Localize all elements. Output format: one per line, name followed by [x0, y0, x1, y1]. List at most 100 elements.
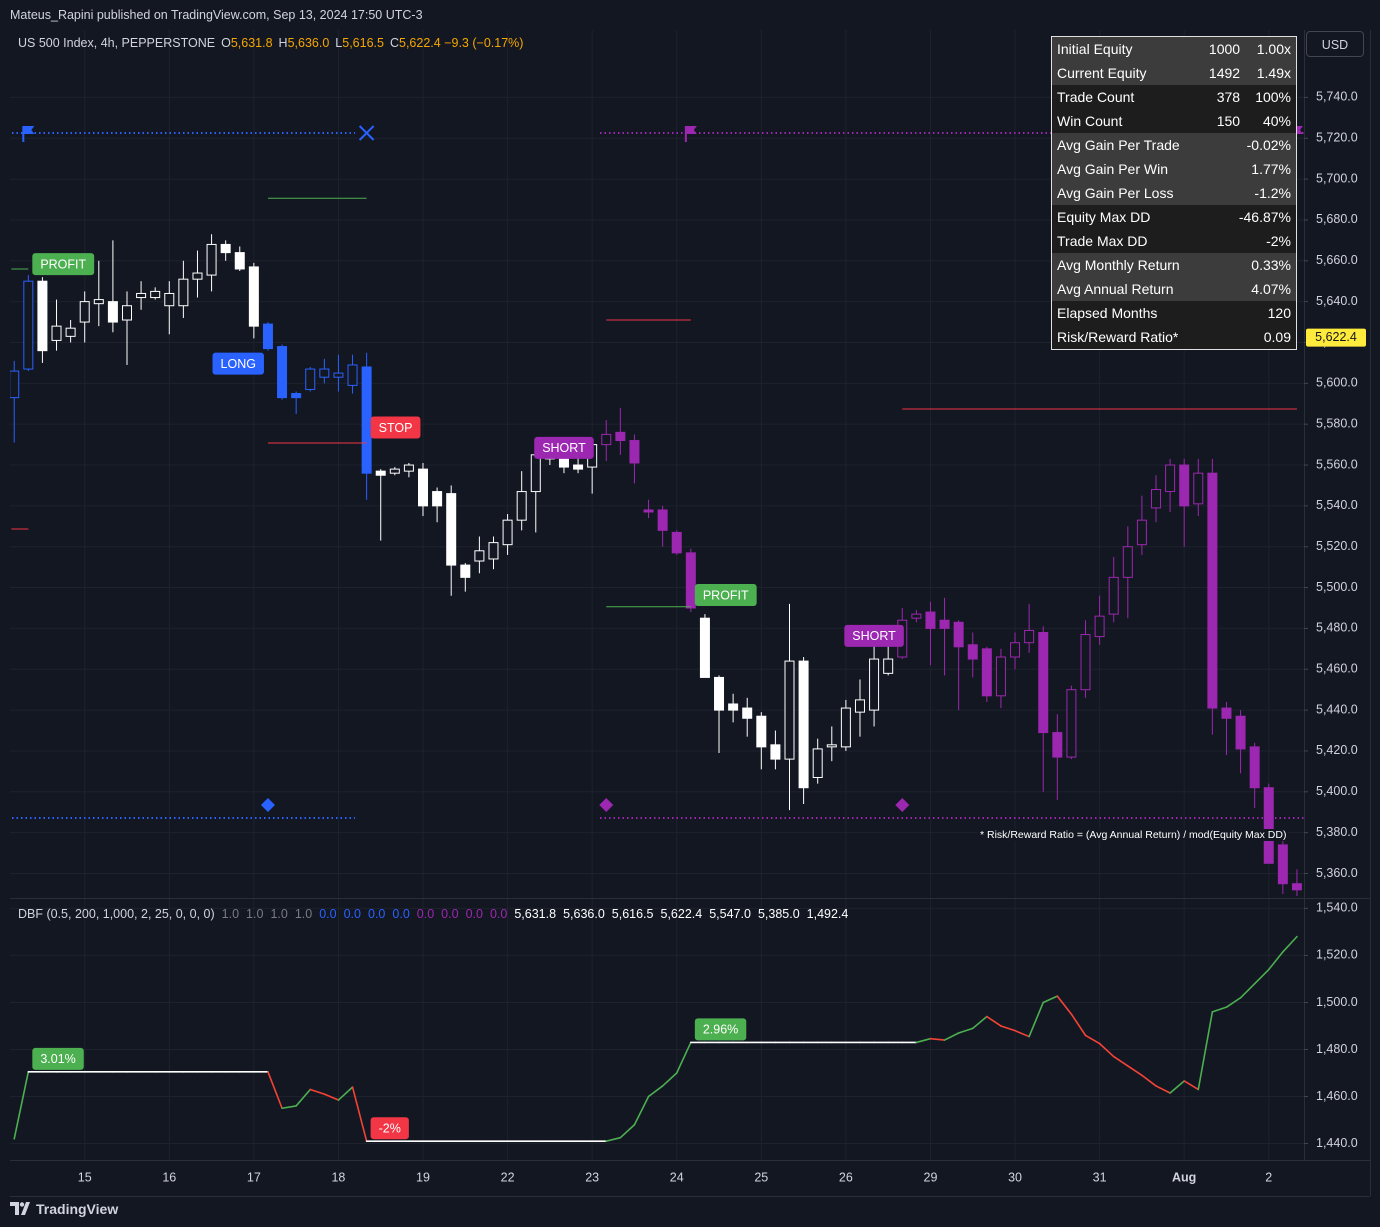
x-tick-label: 23	[585, 1170, 599, 1184]
candle-body	[1165, 464, 1176, 493]
candle-body	[1024, 629, 1035, 644]
equity-segment	[647, 1085, 664, 1098]
candle-body	[220, 243, 231, 254]
equity-segment	[267, 1071, 283, 1110]
trade-result-label-group: 3.01%	[32, 1047, 84, 1070]
ohlc-key: C	[389, 36, 399, 50]
equity-segment	[1183, 1080, 1200, 1091]
table-cell: 1.49x	[1245, 61, 1297, 85]
table-cell: 1000	[1199, 36, 1246, 61]
marker-diamond	[260, 798, 275, 812]
candle-body	[1249, 746, 1260, 789]
candle-body	[93, 299, 104, 305]
equity-segment	[957, 1027, 974, 1034]
x-tick-label: 17	[247, 1170, 261, 1184]
candle-body	[714, 676, 725, 711]
candle-body	[784, 660, 795, 760]
candle-body	[1193, 472, 1204, 505]
y-tick-label: 5,720.0	[1316, 131, 1358, 145]
candle-body	[361, 366, 372, 474]
candle-body	[1277, 844, 1288, 885]
y-tick-label: 5,500.0	[1316, 580, 1358, 594]
trade-result-label: 2.96%	[703, 1023, 738, 1037]
equity-pane: 3.01% -2% 2.96%	[13, 935, 1298, 1142]
candle-body	[939, 619, 950, 629]
candle-body	[671, 531, 682, 554]
indicator-value: 0.0	[465, 907, 483, 921]
currency-button[interactable]: USD	[1306, 31, 1364, 57]
candle-body	[770, 744, 781, 760]
trade-label-bg	[694, 583, 757, 606]
table-row: Avg Gain Per Win 1.77%	[1051, 157, 1297, 181]
candle-body	[1052, 732, 1063, 758]
equity-segment	[1253, 968, 1270, 985]
table-row: Avg Monthly Return 0.33%	[1051, 253, 1297, 277]
candle-body	[291, 393, 302, 399]
indicator-name: DBF (0.5, 200, 1,000, 2, 25, 0, 0, 0)	[18, 907, 215, 921]
candle-body	[869, 658, 880, 711]
candle-body	[403, 464, 414, 472]
table-cell: Avg Gain Per Loss	[1051, 181, 1200, 205]
equity-segment	[1155, 1085, 1171, 1094]
trade-label: PROFIT	[703, 588, 749, 602]
ohlc-value: 5,616.5	[342, 36, 384, 50]
x-tick-label: 2	[1265, 1170, 1272, 1184]
table-cell: Avg Gain Per Trade	[1051, 133, 1200, 157]
equity-segment	[619, 1123, 636, 1139]
change: −9.3 (−0.17%)	[444, 36, 524, 50]
equity-segment	[281, 1105, 297, 1110]
candle-body	[1108, 576, 1119, 615]
candle-body	[206, 243, 217, 276]
ohlc-key: O	[221, 36, 231, 50]
x-tick-label: 24	[670, 1170, 684, 1184]
trade-result-label: -2%	[379, 1121, 401, 1135]
equity-segment	[1028, 1001, 1045, 1038]
candle-body	[1038, 631, 1049, 734]
candle-body	[742, 707, 753, 719]
x-tick-label: 16	[162, 1170, 176, 1184]
trade-result-label-group: -2%	[370, 1117, 409, 1140]
trade-label-group: PROFIT	[694, 583, 757, 606]
y-tick-label: 1,500.0	[1316, 995, 1358, 1009]
candle-body	[601, 433, 612, 446]
ohlc: O5,631.8 H5,636.0 L5,616.5 C5,622.4	[215, 36, 441, 50]
candle-body	[643, 509, 654, 513]
equity-segment	[1197, 1011, 1214, 1091]
ohlc-value: 5,636.0	[287, 36, 330, 50]
indicator-legend: DBF (0.5, 200, 1,000, 2, 25, 0, 0, 0) 1.0…	[18, 907, 855, 921]
table-cell: 0.33%	[1199, 253, 1297, 277]
candle-body	[262, 323, 273, 350]
y-tick-label: 5,680.0	[1316, 212, 1358, 226]
equity-segment	[1211, 1006, 1228, 1013]
equity-segment	[661, 1072, 678, 1087]
equity-segment	[1141, 1074, 1157, 1087]
candle-body	[728, 703, 739, 711]
candle-body	[446, 493, 457, 566]
y-tick-label: 1,460.0	[1316, 1089, 1358, 1103]
candle-body	[756, 715, 767, 748]
indicator-value: 0.0	[441, 907, 459, 921]
candle-body	[248, 266, 259, 327]
candle-body	[826, 744, 837, 748]
indicator-value: 5,616.5	[611, 907, 654, 921]
table-cell: 100%	[1245, 85, 1297, 109]
trade-result-label: 3.01%	[40, 1052, 75, 1066]
publisher-line: Mateus_Rapini published on TradingView.c…	[10, 8, 423, 22]
table-cell: Risk/Reward Ratio*	[1051, 325, 1200, 350]
table-cell: Trade Count	[1051, 85, 1200, 109]
table-cell: -2%	[1199, 229, 1297, 253]
candle-body	[23, 280, 34, 370]
candle-body	[150, 290, 161, 299]
table-row: Avg Annual Return 4.07%	[1051, 277, 1297, 301]
y-tick-label: 5,600.0	[1316, 376, 1358, 390]
equity-segment	[1070, 1013, 1087, 1037]
candle-body	[883, 658, 894, 674]
candle-body	[65, 327, 76, 337]
candle-body	[192, 272, 203, 280]
candle-body	[488, 542, 499, 560]
trade-result-label-bg	[32, 1047, 84, 1070]
x-tick-label: 30	[1008, 1170, 1022, 1184]
trade-result-label-bg	[694, 1018, 747, 1041]
indicator-value: 1.0	[294, 907, 313, 921]
indicator-value: 0.0	[416, 907, 435, 921]
